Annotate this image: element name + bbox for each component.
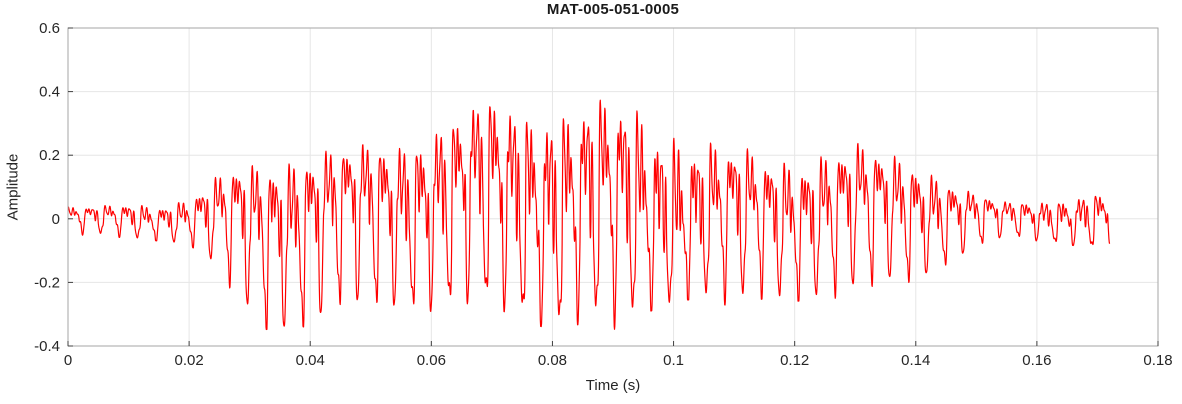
x-tick-label: 0.02 <box>175 352 204 369</box>
x-tick-label: 0 <box>64 352 72 369</box>
x-tick-label: 0.1 <box>663 352 684 369</box>
y-tick-label: -0.4 <box>34 338 60 355</box>
y-tick-label: 0 <box>52 211 60 228</box>
x-tick-label: 0.12 <box>780 352 809 369</box>
y-tick-label: 0.2 <box>39 147 60 164</box>
chart-title: MAT-005-051-0005 <box>546 1 680 18</box>
x-tick-label: 0.06 <box>417 352 446 369</box>
x-tick-label: 0.04 <box>296 352 325 369</box>
x-tick-label: 0.18 <box>1143 352 1172 369</box>
x-tick-label: 0.14 <box>901 352 930 369</box>
waveform-line <box>67 99 1111 331</box>
y-tick-label: 0.4 <box>39 84 60 101</box>
y-tick-label: 0.6 <box>39 20 60 37</box>
x-tick-label: 0.08 <box>538 352 567 369</box>
y-tick-label: -0.2 <box>34 274 60 291</box>
x-tick-label: 0.16 <box>1022 352 1051 369</box>
y-axis-label: Amplitude <box>4 153 22 221</box>
axes-box <box>67 27 1159 347</box>
x-axis-label: Time (s) <box>585 377 641 394</box>
